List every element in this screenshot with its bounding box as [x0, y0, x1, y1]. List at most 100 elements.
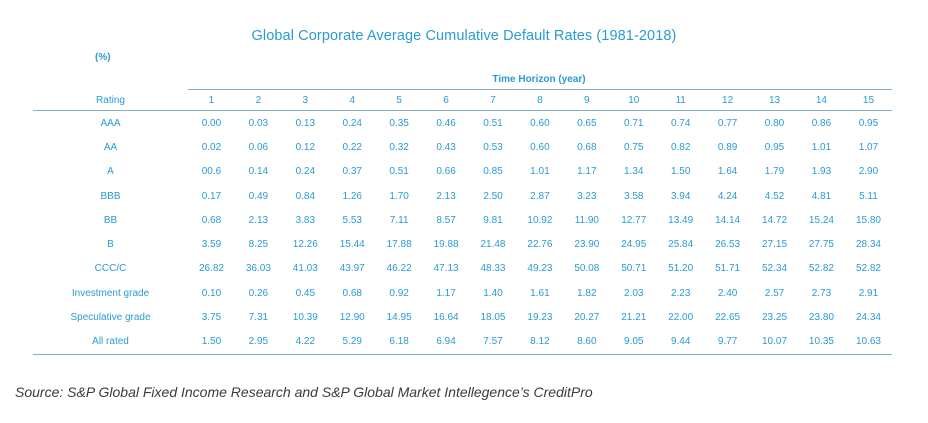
value-cell: 0.51 [389, 166, 409, 178]
value-cell: 1.61 [530, 287, 550, 299]
table-row: BB 0.68 2.13 3.83 5.53 7.11 8.57 9.81 10.92 11.90… [33, 208, 892, 232]
value-cell: 47.13 [433, 263, 459, 275]
value-cell: 15.80 [855, 214, 881, 226]
value-cell: 36.03 [245, 263, 271, 275]
value-cell: 1.17 [577, 166, 597, 178]
value-cell: 5.11 [859, 190, 878, 202]
year-column-header: 2 [234, 90, 282, 111]
value-cell: 22.65 [715, 312, 741, 324]
value-cell: 5.53 [342, 214, 362, 226]
value-cell: 0.45 [295, 287, 316, 299]
value-cell: 0.49 [248, 190, 269, 202]
value-cell: 8.25 [248, 239, 269, 251]
value-cell: 9.05 [610, 329, 658, 355]
value-cell: 11.90 [574, 214, 599, 226]
value-cell: 1.82 [577, 287, 597, 299]
value-cell: 1.07 [858, 141, 879, 153]
value-cell: 7.11 [389, 214, 409, 226]
rating-column-header: Rating [33, 90, 188, 111]
value-cell: 0.46 [436, 117, 456, 129]
value-cell: 3.58 [624, 190, 644, 202]
value-cell: 2.40 [717, 287, 738, 299]
unit-label: (%) [95, 52, 111, 63]
value-cell: 2.13 [248, 214, 269, 226]
value-cell: 17.88 [386, 239, 412, 251]
horizon-divider [188, 89, 892, 90]
value-cell: 10.92 [527, 214, 553, 226]
value-cell: 1.50 [670, 166, 691, 178]
value-cell: 0.26 [248, 287, 269, 299]
year-column-header: 1 [188, 90, 235, 111]
value-cell: 27.15 [762, 239, 788, 251]
table-row: A 00.6 0.14 0.24 0.37 0.51 0.66 0.85 1.01 1.17 1.3… [33, 160, 892, 184]
value-cell: 9.81 [483, 214, 503, 226]
value-cell: 2.23 [670, 287, 691, 299]
table-row: B 3.59 8.25 12.26 15.44 17.88 19.88 21.48 22.76 2… [33, 232, 892, 256]
value-cell: 2.87 [530, 190, 550, 202]
table-title: Global Corporate Average Cumulative Defa… [251, 28, 677, 44]
value-cell: 0.17 [201, 190, 222, 202]
value-cell: 48.33 [480, 263, 506, 275]
value-cell: 0.53 [483, 141, 503, 153]
year-column-header: 13 [751, 90, 798, 111]
value-cell: 3.83 [295, 214, 316, 226]
value-cell: 0.24 [342, 117, 362, 129]
value-cell: 0.02 [201, 141, 222, 153]
value-cell: 1.79 [764, 166, 785, 178]
year-column-header: 9 [563, 90, 611, 111]
value-cell: 26.53 [715, 239, 741, 251]
value-cell: 1.70 [389, 190, 409, 202]
value-cell: 1.50 [188, 329, 235, 355]
year-column-header: 10 [610, 90, 658, 111]
value-cell: 27.75 [808, 239, 834, 251]
table-row: Speculative grade 3.75 7.31 10.39 12.90 14.95… [33, 305, 892, 329]
value-cell: 2.90 [858, 166, 879, 178]
value-cell: 12.26 [292, 239, 318, 251]
value-cell: 9.77 [704, 329, 752, 355]
value-cell: 3.75 [201, 312, 222, 324]
table-row: AA 0.02 0.06 0.12 0.22 0.32 0.43 0.53 0.60 0.68 0.… [33, 135, 892, 159]
value-cell: 0.06 [248, 141, 269, 153]
rating-cell: All rated [33, 329, 188, 355]
value-cell: 24.34 [855, 312, 881, 324]
value-cell: 46.22 [386, 263, 412, 275]
value-cell: 0.66 [436, 166, 456, 178]
value-cell: 1.01 [811, 141, 832, 153]
value-cell: 18.05 [480, 312, 506, 324]
value-cell: 0.51 [483, 117, 503, 129]
value-cell: 0.13 [295, 117, 316, 129]
header-row: Rating 1 2 3 4 5 6 7 8 9 10 11 12 13 14 15 [33, 90, 892, 111]
value-cell: 1.01 [530, 166, 550, 178]
table-row: BBB 0.17 0.49 0.84 1.26 1.70 2.13 2.50 2.87 3.23 3… [33, 184, 892, 208]
year-column-header: 11 [657, 90, 705, 111]
value-cell: 0.68 [201, 214, 222, 226]
value-cell: 52.34 [762, 263, 788, 275]
value-cell: 4.52 [764, 190, 785, 202]
value-cell: 19.88 [433, 239, 459, 251]
value-cell: 0.77 [717, 117, 738, 129]
value-cell: 0.37 [342, 166, 362, 178]
value-cell: 13.49 [668, 214, 694, 226]
value-cell: 6.94 [422, 329, 470, 355]
value-cell: 10.35 [797, 329, 845, 355]
value-cell: 0.89 [717, 141, 738, 153]
value-cell: 1.93 [811, 166, 832, 178]
value-cell: 2.03 [624, 287, 644, 299]
value-cell: 0.12 [295, 141, 316, 153]
value-cell: 0.60 [530, 117, 550, 129]
value-cell: 2.13 [436, 190, 456, 202]
value-cell: 0.32 [389, 141, 409, 153]
value-cell: 0.84 [295, 190, 316, 202]
value-cell: 25.84 [668, 239, 694, 251]
value-cell: 5.29 [328, 329, 376, 355]
year-column-header: 4 [328, 90, 376, 111]
value-cell: 1.17 [436, 287, 456, 299]
value-cell: 10.63 [844, 329, 892, 355]
value-cell: 2.50 [483, 190, 503, 202]
value-cell: 0.80 [764, 117, 785, 129]
value-cell: 0.71 [624, 117, 644, 129]
value-cell: 9.44 [657, 329, 705, 355]
value-cell: 22.00 [668, 312, 694, 324]
value-cell: 19.23 [527, 312, 553, 324]
value-cell: 0.22 [342, 141, 362, 153]
